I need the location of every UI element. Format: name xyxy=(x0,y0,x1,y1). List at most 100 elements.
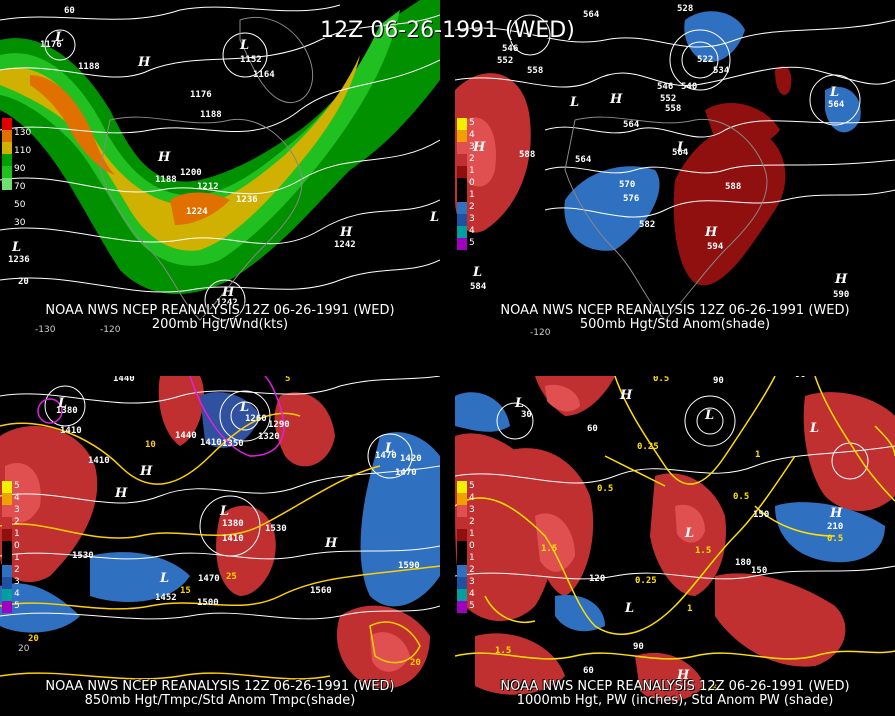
contour-label: 1290 xyxy=(268,420,290,430)
contour-label: 150 xyxy=(753,510,770,520)
legend-label: 2 xyxy=(469,517,475,527)
legend-swatch xyxy=(457,589,467,601)
contour-label: 1440 xyxy=(113,376,135,384)
panel-850mb: 5 4 3 2 1 0 1 2 3 4 5 1440 1380 1410 141… xyxy=(0,376,440,716)
legend-label: 5 xyxy=(469,118,475,128)
contour-label: 546 xyxy=(502,44,519,54)
contour-label: 1380 xyxy=(222,519,244,529)
contour-label: 1560 xyxy=(310,586,332,596)
contour-label: 546 xyxy=(657,82,674,92)
contour-label: 1224 xyxy=(186,207,208,217)
legend-label: 0 xyxy=(469,541,475,551)
legend-label: 50 xyxy=(14,200,26,210)
low-marker: L xyxy=(685,526,695,541)
low-marker: L xyxy=(810,421,820,436)
pw-label: 1.5 xyxy=(495,646,512,656)
temperature-label: 20 xyxy=(410,658,421,668)
panel-caption-source: NOAA NWS NCEP REANALYSIS 12Z 06-26-1991 … xyxy=(45,303,395,318)
temperature-label: 25 xyxy=(226,572,237,582)
contour-label: 558 xyxy=(527,66,544,76)
panel-caption-source: NOAA NWS NCEP REANALYSIS 12Z 06-26-1991 … xyxy=(45,679,395,694)
contour-label: 1236 xyxy=(8,255,30,265)
contour-label: 210 xyxy=(827,522,844,532)
legend-label: 2 xyxy=(469,565,475,575)
contour-label: 1500 xyxy=(197,598,219,608)
contour-label: 1410 xyxy=(222,534,244,544)
legend-swatch xyxy=(457,601,467,613)
low-marker: L xyxy=(220,504,230,519)
pw-label: 0.5 xyxy=(597,484,614,494)
legend-label: 4 xyxy=(469,130,475,140)
legend-label: 0 xyxy=(14,541,20,551)
legend-label: 1 xyxy=(14,529,20,539)
contour-label: 590 xyxy=(833,290,850,300)
legend-label: 5 xyxy=(469,601,475,611)
legend-label: 1 xyxy=(14,553,20,563)
legend-swatch xyxy=(457,493,467,505)
contour-label: 90 xyxy=(713,376,724,386)
contour-label: 1236 xyxy=(236,195,258,205)
contour-label: 1470 xyxy=(375,451,397,461)
high-marker: H xyxy=(115,486,128,501)
panel-caption-source: NOAA NWS NCEP REANALYSIS 12Z 06-26-1991 … xyxy=(500,679,850,694)
map-850mb xyxy=(0,376,440,689)
legend-swatch xyxy=(457,226,467,238)
legend-swatch xyxy=(457,202,467,214)
legend-swatch xyxy=(2,541,12,553)
contour-label: 564 xyxy=(828,100,845,110)
legend-swatch xyxy=(457,517,467,529)
contour-label: 90 xyxy=(633,642,644,652)
contour-label: 1164 xyxy=(253,70,275,80)
longitude-label: -130 xyxy=(35,325,56,335)
legend-label: 0 xyxy=(469,178,475,188)
high-marker: H xyxy=(830,506,843,521)
contour-label: 60 xyxy=(64,6,75,16)
pw-label: 1 xyxy=(687,604,693,614)
high-marker: H xyxy=(620,388,633,403)
contour-label: 1530 xyxy=(72,551,94,561)
contour-label: 552 xyxy=(660,94,677,104)
legend-swatch xyxy=(2,130,12,142)
contour-label: 1470 xyxy=(395,468,417,478)
legend-swatch xyxy=(2,517,12,529)
temperature-label: 5 xyxy=(285,376,291,384)
legend-label: 4 xyxy=(469,226,475,236)
contour-label: 1470 xyxy=(198,574,220,584)
contour-label: 564 xyxy=(575,155,592,165)
contour-label: 588 xyxy=(725,182,742,192)
legend-swatch xyxy=(457,541,467,553)
contour-label: 564 xyxy=(623,120,640,130)
legend-label: 3 xyxy=(14,577,20,587)
legend-label: 130 xyxy=(14,128,32,138)
contour-label: 1410 xyxy=(60,426,82,436)
contour-label: 1410 xyxy=(88,456,110,466)
legend-swatch xyxy=(457,130,467,142)
contour-label: 1176 xyxy=(190,90,212,100)
legend-swatch xyxy=(2,505,12,517)
low-marker: L xyxy=(160,571,170,586)
legend-label: 2 xyxy=(14,517,20,527)
pw-label: 0.5 xyxy=(653,376,670,384)
contour-label: 60 xyxy=(583,666,594,676)
legend-swatch xyxy=(2,589,12,601)
panel-caption-field: 850mb Hgt/Tmpc/Std Anom Tmpc(shade) xyxy=(84,693,356,708)
contour-label: 1590 xyxy=(398,561,420,571)
map-200mb xyxy=(0,0,440,321)
legend-swatch xyxy=(457,553,467,565)
legend-label: 3 xyxy=(469,505,475,515)
contour-label: 570 xyxy=(619,180,636,190)
contour-label: 1380 xyxy=(56,406,78,416)
legend-label: 1 xyxy=(469,166,475,176)
high-marker: H xyxy=(222,285,235,300)
map-500mb xyxy=(455,11,895,321)
contour-label: 1242 xyxy=(334,240,356,250)
legend-label: 110 xyxy=(14,146,32,156)
pw-label: 0.25 xyxy=(637,442,659,452)
main-title: 12Z 06-26-1991 (WED) xyxy=(320,18,575,43)
legend-swatch xyxy=(2,166,12,178)
low-marker: L xyxy=(430,210,440,225)
contour-label: 1188 xyxy=(78,62,100,72)
legend-label: 5 xyxy=(14,481,20,491)
high-marker: H xyxy=(325,536,338,551)
legend-swatch xyxy=(457,214,467,226)
